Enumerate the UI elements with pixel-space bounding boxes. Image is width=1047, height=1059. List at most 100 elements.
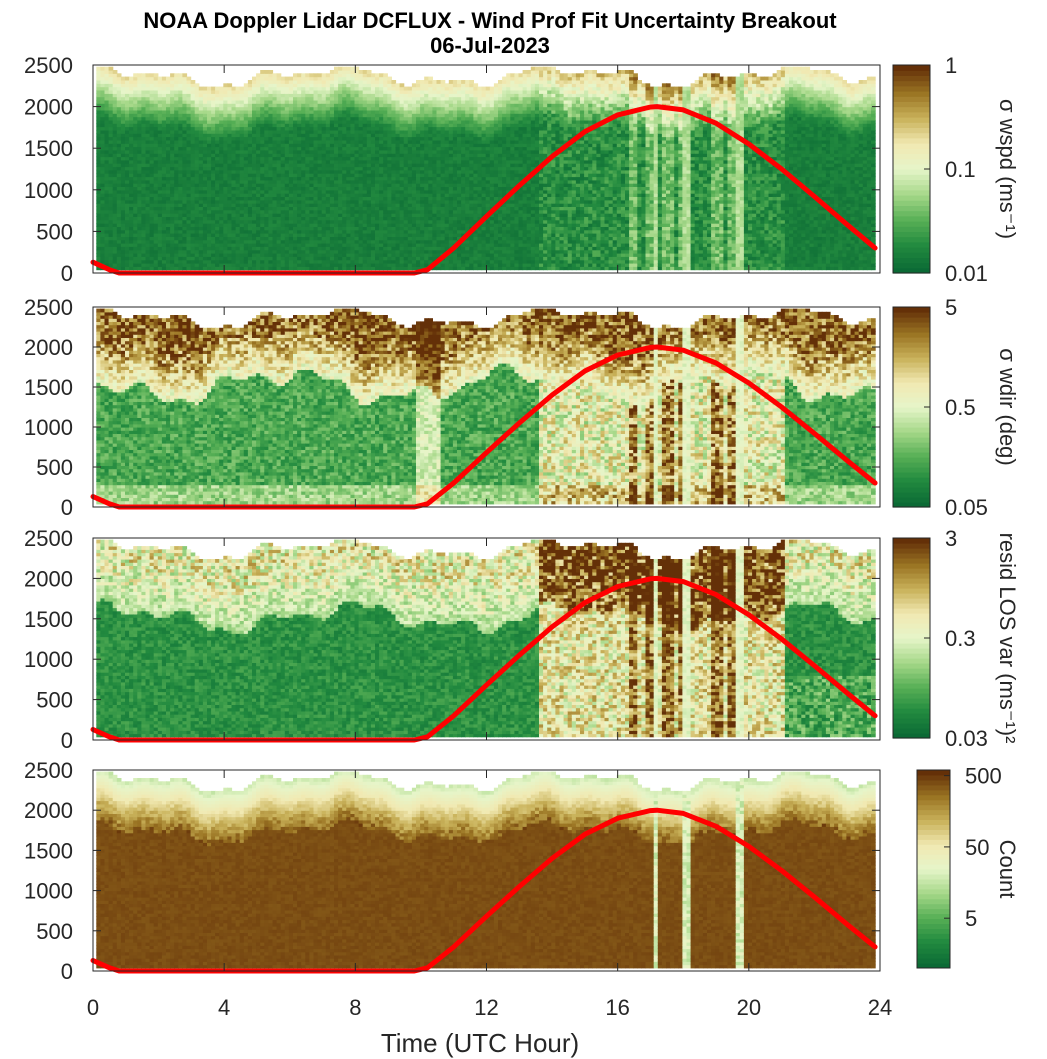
- heatmap-cell: [232, 233, 237, 237]
- heatmap-cell: [117, 197, 122, 201]
- heatmap-cell: [158, 233, 163, 237]
- heatmap-cell: [100, 137, 105, 141]
- heatmap-cell: [162, 77, 167, 81]
- heatmap-cell: [281, 233, 286, 237]
- heatmap-cell: [277, 173, 282, 177]
- heatmap-cell: [125, 127, 130, 131]
- heatmap-cell: [199, 87, 204, 91]
- heatmap-cell: [133, 137, 138, 141]
- heatmap-cell: [314, 80, 319, 84]
- heatmap-cell: [264, 187, 269, 191]
- heatmap-cell: [207, 150, 212, 154]
- heatmap-cell: [260, 137, 265, 141]
- heatmap-cell: [289, 80, 294, 84]
- heatmap-cell: [252, 77, 257, 81]
- heatmap-cell: [273, 246, 278, 250]
- heatmap-cell: [109, 80, 114, 84]
- heatmap-cell: [252, 220, 257, 224]
- heatmap-cell: [170, 210, 175, 214]
- heatmap-cell: [223, 246, 228, 250]
- heatmap-cell: [334, 137, 339, 141]
- heatmap-cell: [178, 80, 183, 84]
- heatmap-cell: [137, 233, 142, 237]
- heatmap-cell: [146, 256, 151, 260]
- heatmap-cell: [289, 127, 294, 131]
- heatmap-cell: [174, 163, 179, 167]
- heatmap-cell: [129, 90, 134, 94]
- heatmap-cell: [227, 150, 232, 154]
- heatmap-cell: [301, 187, 306, 191]
- heatmap-cell: [219, 246, 224, 250]
- heatmap-cell: [264, 163, 269, 167]
- heatmap-cell: [281, 210, 286, 214]
- heatmap-cell: [96, 80, 101, 84]
- heatmap-cell: [314, 113, 319, 117]
- heatmap-cell: [318, 256, 323, 260]
- heatmap-cell: [248, 233, 253, 237]
- heatmap-cell: [318, 90, 323, 94]
- heatmap-cell: [109, 150, 114, 154]
- heatmap-cell: [166, 137, 171, 141]
- heatmap-cell: [166, 163, 171, 167]
- heatmap-cell: [162, 246, 167, 250]
- heatmap-cell: [125, 80, 130, 84]
- heatmap-cell: [326, 220, 331, 224]
- heatmap-cell: [277, 90, 282, 94]
- heatmap-cell: [244, 187, 249, 191]
- heatmap-cell: [285, 220, 290, 224]
- heatmap-cell: [338, 187, 343, 191]
- heatmap-cell: [109, 187, 114, 191]
- heatmap-cell: [293, 256, 298, 260]
- heatmap-cell: [248, 103, 253, 107]
- heatmap-cell: [240, 90, 245, 94]
- heatmap-cell: [215, 163, 220, 167]
- heatmap-cell: [215, 246, 220, 250]
- heatmap-cell: [166, 77, 171, 81]
- heatmap-cell: [178, 246, 183, 250]
- heatmap-cell: [113, 113, 118, 117]
- heatmap-cell: [285, 150, 290, 154]
- heatmap-cell: [162, 187, 167, 191]
- heatmap-cell: [174, 220, 179, 224]
- heatmap-cell: [322, 150, 327, 154]
- heatmap-cell: [330, 173, 335, 177]
- heatmap-cell: [240, 163, 245, 167]
- heatmap-cell: [334, 163, 339, 167]
- heatmap-cell: [133, 73, 138, 77]
- heatmap-cell: [256, 256, 261, 260]
- heatmap-cell: [187, 80, 192, 84]
- heatmap-cell: [109, 256, 114, 260]
- heatmap-cell: [256, 173, 261, 177]
- heatmap-cell: [174, 187, 179, 191]
- heatmap-cell: [236, 103, 241, 107]
- heatmap-cell: [227, 163, 232, 167]
- heatmap-cell: [350, 187, 355, 191]
- heatmap-cell: [182, 127, 187, 131]
- heatmap-cell: [326, 150, 331, 154]
- heatmap-cell: [227, 90, 232, 94]
- heatmap-cell: [289, 246, 294, 250]
- heatmap-cell: [305, 187, 310, 191]
- heatmap-cell: [264, 246, 269, 250]
- heatmap-cell: [318, 163, 323, 167]
- heatmap-cell: [137, 103, 142, 107]
- heatmap-cell: [277, 246, 282, 250]
- heatmap-cell: [277, 113, 282, 117]
- heatmap-cell: [256, 90, 261, 94]
- heatmap-cell: [100, 187, 105, 191]
- heatmap-cell: [113, 150, 118, 154]
- heatmap-cell: [273, 173, 278, 177]
- heatmap-cell: [199, 150, 204, 154]
- heatmap-cell: [350, 90, 355, 94]
- heatmap-cell: [240, 220, 245, 224]
- heatmap-cell: [100, 80, 105, 84]
- heatmap-cell: [215, 150, 220, 154]
- heatmap-cell: [129, 127, 134, 131]
- heatmap-cell: [158, 80, 163, 84]
- heatmap-cell: [166, 127, 171, 131]
- heatmap-cell: [260, 163, 265, 167]
- heatmap-cell: [191, 103, 196, 107]
- heatmap-cell: [158, 256, 163, 260]
- heatmap-cell: [227, 113, 232, 117]
- heatmap-cell: [174, 173, 179, 177]
